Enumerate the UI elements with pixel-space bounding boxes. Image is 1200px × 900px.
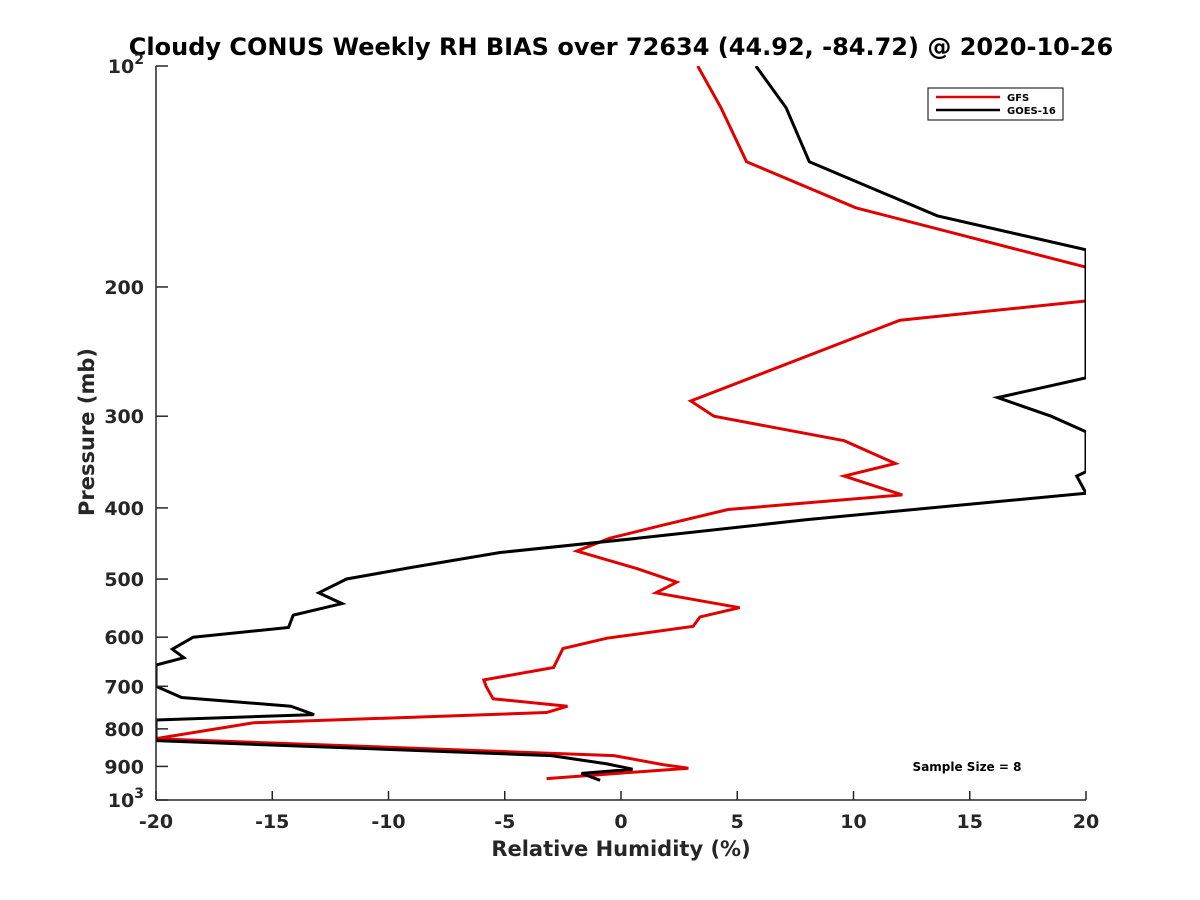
y-tick-label: 500 [104, 569, 144, 591]
y-tick-label: 300 [104, 406, 144, 428]
series-line-gfs [156, 66, 1086, 781]
y-tick-label: 700 [104, 676, 144, 698]
sample-size-annotation: Sample Size = 8 [913, 760, 1022, 774]
x-tick-label: -10 [371, 811, 405, 833]
x-axis-label: Relative Humidity (%) [491, 837, 750, 861]
chart-title: Cloudy CONUS Weekly RH BIAS over 72634 (… [129, 33, 1113, 61]
y-tick-label: 103 [108, 786, 144, 812]
x-tick-label: 5 [731, 811, 744, 833]
legend: GFS GOES-16 [927, 87, 1064, 121]
y-tick-label: 200 [104, 277, 144, 299]
series-layer [156, 66, 1086, 782]
y-tick-label: 800 [104, 719, 144, 741]
y-tick-label: 900 [104, 756, 144, 778]
x-tick-label: -15 [255, 811, 289, 833]
y-axis-label: Pressure (mb) [75, 348, 99, 516]
y-tick-label: 102 [108, 52, 144, 78]
x-tick-label: -5 [494, 811, 515, 833]
y-tick-label: 400 [104, 498, 144, 520]
legend-label-goes16: GOES-16 [1007, 106, 1056, 117]
axes-layer: -20 -15 -10 -5 0 5 10 15 20 102 200 300 400 500 600 700… [104, 52, 1099, 833]
x-tick-label: 0 [614, 811, 627, 833]
legend-label-gfs: GFS [1007, 93, 1029, 104]
legend-box [927, 87, 1064, 121]
x-tick-label: 10 [840, 811, 866, 833]
y-tick-label: 600 [104, 627, 144, 649]
x-tick-label: -20 [139, 811, 173, 833]
series-line-goes16 [156, 66, 1086, 782]
x-tick-label: 15 [957, 811, 983, 833]
x-tick-label: 20 [1073, 811, 1099, 833]
